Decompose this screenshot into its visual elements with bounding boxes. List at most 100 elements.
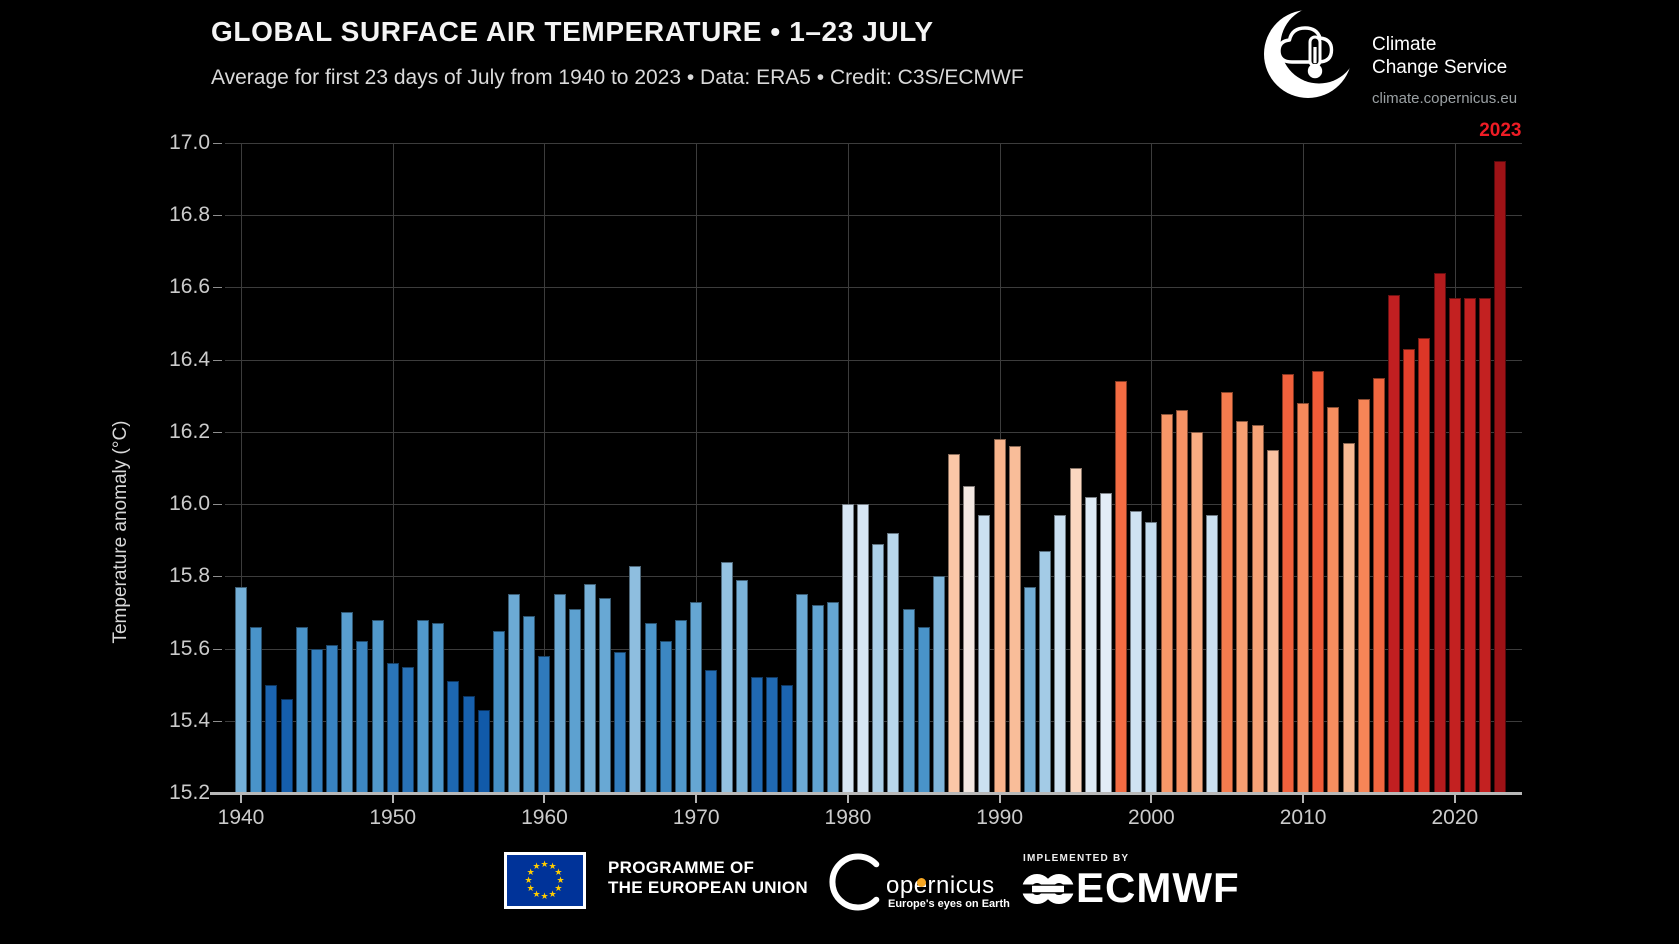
- bar-2003: [1190, 431, 1203, 793]
- bar-1959: [523, 616, 536, 793]
- bar-1948: [356, 641, 369, 793]
- bar-1999: [1130, 511, 1143, 793]
- bar-1944: [295, 626, 308, 793]
- x-tick-label: 2010: [1279, 806, 1327, 829]
- eu-programme-line1: PROGRAMME OF: [608, 858, 755, 877]
- ecmwf-wordmark: ECMWF: [1076, 864, 1240, 911]
- bar-1963: [583, 583, 596, 793]
- y-tick: [213, 287, 222, 289]
- bar-1957: [492, 630, 505, 793]
- bar-2004: [1206, 514, 1219, 793]
- eu-star: ★: [548, 888, 557, 899]
- service-name-line1: Climate: [1372, 34, 1437, 55]
- bar-1980: [841, 504, 854, 793]
- bar-1965: [614, 652, 627, 793]
- bar-1996: [1084, 496, 1097, 793]
- bar-1950: [386, 663, 399, 793]
- y-gridline: [225, 359, 1522, 361]
- bar-1940: [235, 587, 247, 793]
- x-tick: [391, 793, 394, 803]
- x-tick-label: 1980: [824, 806, 872, 829]
- bar-1984: [902, 608, 915, 793]
- eu-programme-label: PROGRAMME OF THE EUROPEAN UNION: [608, 858, 808, 898]
- bar-2017: [1403, 348, 1416, 793]
- eu-star: ★: [526, 883, 535, 893]
- x-tick-label: 1990: [976, 806, 1023, 829]
- bar-1956: [477, 709, 490, 793]
- service-name: Climate Change Service: [1372, 33, 1507, 79]
- bar-1997: [1099, 493, 1112, 793]
- bar-1978: [811, 605, 824, 793]
- y-tick: [213, 576, 222, 578]
- bar-2021: [1464, 298, 1476, 793]
- bar-2005: [1221, 392, 1234, 793]
- service-name-line2: Change Service: [1372, 57, 1508, 78]
- bar-1953: [432, 623, 445, 793]
- x-tick: [1302, 793, 1305, 803]
- bar-1998: [1115, 381, 1128, 793]
- y-gridline: [225, 143, 1522, 144]
- page-title: GLOBAL SURFACE AIR TEMPERATURE • 1–23 JU…: [211, 16, 934, 47]
- x-tick: [1453, 793, 1456, 803]
- bar-1964: [599, 598, 612, 793]
- x-tick: [695, 793, 698, 803]
- eu-star: ★: [540, 859, 549, 869]
- x-tick-label: 1950: [369, 806, 417, 829]
- bar-1994: [1054, 514, 1067, 793]
- y-tick-label: 15.8: [169, 564, 210, 588]
- eu-star: ★: [532, 888, 541, 899]
- x-gridline: [1151, 143, 1153, 793]
- copernicus-orange-dot-icon: [917, 878, 926, 887]
- x-gridline: [241, 143, 242, 793]
- bar-1992: [1023, 587, 1036, 793]
- bar-2006: [1236, 421, 1249, 793]
- y-tick: [213, 720, 222, 722]
- y-tick-label: 15.4: [169, 708, 210, 732]
- bar-1951: [401, 666, 414, 793]
- bar-2022: [1479, 298, 1492, 793]
- bar-1967: [644, 623, 657, 793]
- bar-2019: [1433, 273, 1446, 793]
- x-gridline: [847, 143, 849, 793]
- y-tick-label: 15.6: [169, 636, 210, 660]
- y-tick-label: 16.8: [169, 203, 210, 227]
- y-tick-label: 16.0: [169, 492, 210, 516]
- page-subtitle: Average for first 23 days of July from 1…: [211, 66, 1024, 89]
- bar-1960: [538, 655, 551, 793]
- x-gridline: [392, 143, 394, 793]
- bar-1958: [508, 594, 521, 793]
- bar-1973: [735, 579, 748, 793]
- bar-1986: [932, 576, 945, 793]
- bar-1982: [872, 543, 885, 793]
- eu-star: ★: [526, 867, 535, 877]
- bar-1975: [766, 677, 779, 793]
- bar-1955: [462, 695, 475, 793]
- bar-2020: [1448, 298, 1461, 793]
- y-tick-label: 16.6: [169, 275, 210, 299]
- bar-2001: [1160, 413, 1173, 793]
- bar-2000: [1145, 522, 1158, 793]
- bar-2016: [1388, 294, 1401, 793]
- bar-1977: [796, 594, 809, 793]
- bar-2014: [1357, 399, 1370, 793]
- annotation-2023: 2023: [1479, 120, 1522, 141]
- eu-flag-field: ★ ★ ★ ★ ★ ★ ★ ★ ★ ★ ★ ★: [507, 855, 583, 906]
- y-gridline: [225, 504, 1522, 506]
- bar-1987: [948, 453, 961, 793]
- implemented-by-label: IMPLEMENTED BY: [1023, 853, 1130, 864]
- x-gridline: [544, 143, 546, 793]
- x-tick-label: 2000: [1128, 806, 1175, 829]
- bar-1985: [917, 626, 930, 793]
- y-gridline: [225, 287, 1522, 289]
- eu-star: ★: [554, 867, 563, 877]
- bar-1979: [826, 601, 839, 793]
- x-tick: [543, 793, 546, 803]
- y-tick: [213, 143, 222, 144]
- y-tick-label: 16.2: [169, 419, 210, 443]
- bar-2009: [1281, 374, 1294, 793]
- bar-1990: [993, 439, 1006, 793]
- x-tick: [1150, 793, 1153, 803]
- x-tick: [846, 793, 849, 803]
- bar-1962: [568, 608, 581, 793]
- bar-2002: [1175, 410, 1188, 793]
